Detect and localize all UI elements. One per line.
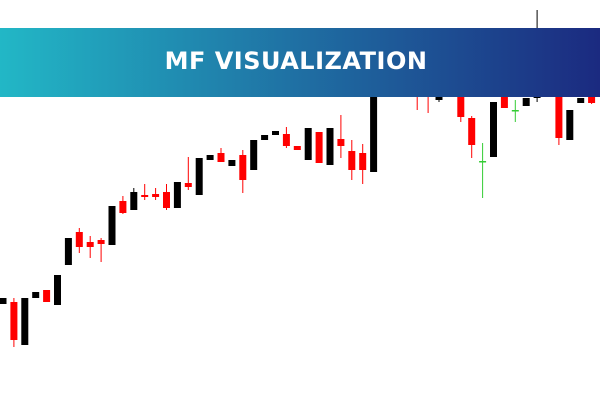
chart-title: MF VISUALIZATION bbox=[165, 47, 428, 75]
candle-body bbox=[577, 98, 585, 103]
candle-body bbox=[195, 158, 203, 195]
candle-body bbox=[43, 290, 51, 302]
candle-body bbox=[217, 153, 225, 162]
candle-body bbox=[54, 275, 61, 305]
candle-body bbox=[239, 155, 247, 180]
candle-body bbox=[315, 132, 323, 163]
candle-body bbox=[228, 160, 236, 166]
candle-body bbox=[64, 238, 72, 265]
candle-body bbox=[479, 161, 487, 163]
candle-body bbox=[348, 151, 356, 170]
candle-body bbox=[337, 139, 345, 146]
candle-body bbox=[293, 146, 301, 150]
candle-body bbox=[261, 135, 269, 140]
banner bbox=[0, 28, 600, 97]
candle-body bbox=[272, 131, 279, 135]
candle-body bbox=[0, 298, 7, 304]
candle-body bbox=[511, 110, 519, 112]
candle-body bbox=[522, 98, 530, 106]
candle-body bbox=[119, 201, 127, 213]
candle-body bbox=[108, 206, 116, 245]
candle-body bbox=[184, 183, 192, 187]
candle-body bbox=[370, 75, 378, 172]
candle-body bbox=[588, 95, 596, 103]
candle-body bbox=[75, 232, 83, 247]
candle-body bbox=[555, 95, 563, 138]
candle-body bbox=[163, 192, 170, 208]
candle-body bbox=[457, 95, 465, 117]
candle-body bbox=[359, 153, 367, 170]
candle-body bbox=[468, 118, 476, 145]
candle-body bbox=[490, 102, 497, 157]
candle-body bbox=[141, 195, 149, 197]
candle-body bbox=[86, 242, 94, 247]
candle-body bbox=[500, 95, 508, 108]
candle-body bbox=[152, 194, 160, 197]
candle-body bbox=[97, 240, 105, 244]
candle-body bbox=[21, 298, 29, 345]
candle-body bbox=[304, 128, 312, 160]
candle-body bbox=[566, 110, 574, 140]
candle-body bbox=[32, 292, 40, 298]
candle-body bbox=[250, 140, 258, 170]
candle-body bbox=[206, 155, 214, 160]
candle-body bbox=[326, 128, 334, 165]
candle-body bbox=[10, 302, 18, 340]
candle-body bbox=[130, 192, 138, 210]
candle-body bbox=[282, 134, 290, 146]
candle-body bbox=[173, 182, 181, 208]
